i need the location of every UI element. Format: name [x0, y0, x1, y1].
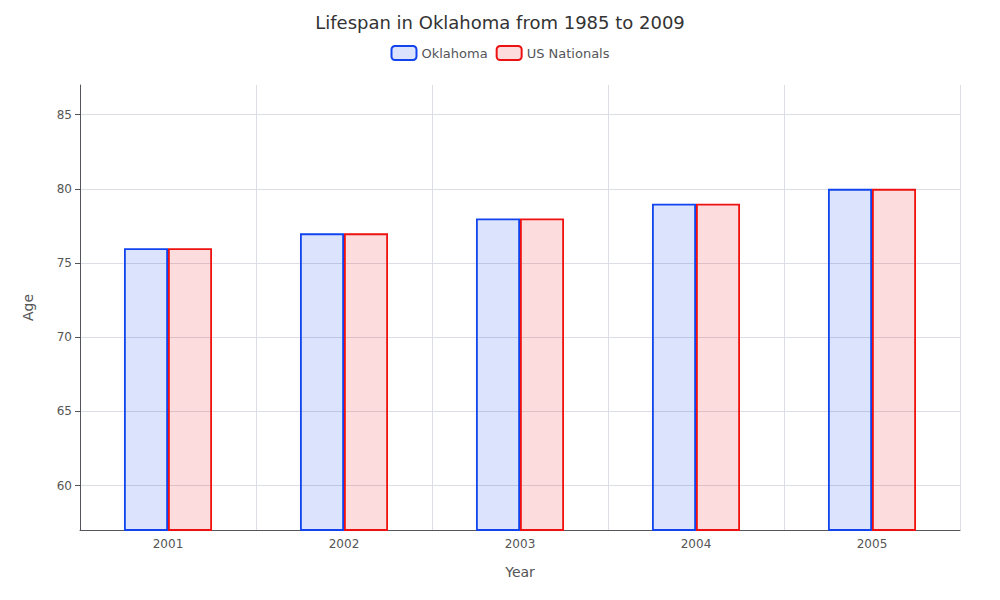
svg-text:70: 70 [57, 330, 72, 344]
svg-text:Lifespan in Oklahoma from 1985: Lifespan in Oklahoma from 1985 to 2009 [315, 12, 685, 33]
svg-text:Oklahoma: Oklahoma [421, 46, 487, 61]
svg-text:80: 80 [57, 182, 72, 196]
svg-text:2002: 2002 [329, 537, 360, 551]
svg-text:60: 60 [57, 479, 72, 493]
svg-text:75: 75 [57, 256, 72, 270]
svg-text:85: 85 [57, 108, 72, 122]
svg-text:2004: 2004 [681, 537, 712, 551]
svg-text:Year: Year [504, 564, 535, 580]
svg-text:65: 65 [57, 404, 72, 418]
svg-text:Age: Age [20, 294, 36, 321]
svg-text:2003: 2003 [505, 537, 536, 551]
svg-text:US Nationals: US Nationals [527, 46, 610, 61]
svg-text:2005: 2005 [857, 537, 888, 551]
svg-text:2001: 2001 [153, 537, 184, 551]
